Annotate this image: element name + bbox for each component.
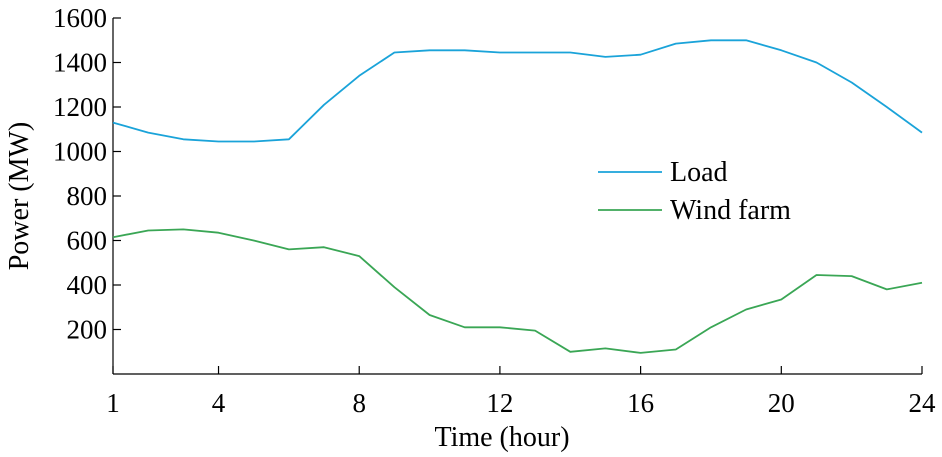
x-tick-label: 4 [212,388,226,418]
x-tick-label: 8 [352,388,366,418]
y-tick-label: 1600 [53,3,107,33]
series-line-wind-farm [112,228,923,354]
y-tick-label: 1000 [53,137,107,167]
y-tick-label: 1200 [53,92,107,122]
x-axis-title: Time (hour) [434,422,569,453]
y-ticks: 200 400 600 800 1000 1200 1400 1600 [53,3,121,345]
y-tick-label: 800 [67,181,108,211]
y-tick-label: 1400 [53,48,107,78]
x-tick-label: 24 [909,388,937,418]
legend: Load Wind farm [598,157,791,226]
x-tick-label: 1 [106,388,120,418]
x-ticks: 1 4 8 12 16 20 24 [106,366,936,418]
x-tick-label: 12 [486,388,513,418]
y-tick-label: 600 [67,226,108,256]
legend-label-wind-farm: Wind farm [670,195,791,226]
y-tick-label: 400 [67,270,108,300]
legend-label-load: Load [670,157,728,188]
series-layer [112,39,923,354]
x-tick-label: 20 [768,388,795,418]
series-line-load [112,39,923,143]
x-tick-label: 16 [627,388,654,418]
y-axis-title: Power (MW) [4,122,35,271]
y-tick-label: 200 [67,315,108,345]
